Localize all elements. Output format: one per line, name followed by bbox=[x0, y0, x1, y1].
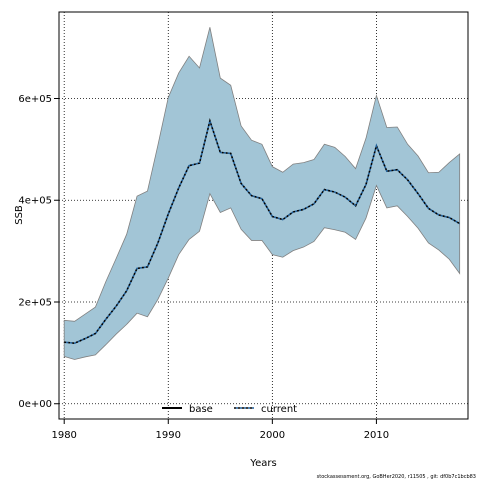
y-tick-label: 2e+05 bbox=[18, 297, 52, 308]
confidence-band-area bbox=[63, 27, 461, 360]
legend: base current bbox=[162, 404, 297, 415]
x-tick-label: 1990 bbox=[156, 430, 181, 441]
plot-frame bbox=[58, 11, 469, 420]
y-tick-label: 6e+05 bbox=[18, 94, 52, 105]
legend-current-label: current bbox=[261, 404, 297, 415]
x-tick-label: 2000 bbox=[260, 430, 285, 441]
x-tick-label: 2010 bbox=[364, 430, 389, 441]
series-lines bbox=[64, 117, 461, 345]
x-axis-title: Years bbox=[249, 458, 276, 469]
y-tick-label: 4e+05 bbox=[18, 196, 52, 207]
y-axis-title: SSB bbox=[14, 205, 25, 225]
x-tick-label: 1980 bbox=[51, 430, 76, 441]
x-axis-ticks: 1980 1990 2000 2010 bbox=[51, 419, 389, 441]
series-current-line-overlay bbox=[64, 117, 461, 345]
confidence-band bbox=[63, 27, 461, 360]
footer-note: stockassessment.org, GoBHer2020, r11505 … bbox=[317, 474, 476, 480]
legend-base-label: base bbox=[189, 404, 213, 415]
y-axis-ticks: 0e+00 2e+05 4e+05 6e+05 bbox=[18, 94, 59, 410]
y-tick-label: 0e+00 bbox=[18, 399, 52, 410]
